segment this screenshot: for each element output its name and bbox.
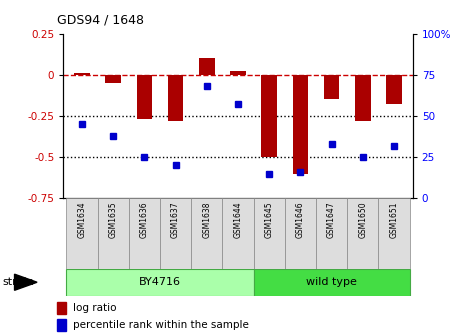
Bar bbox=[386, 75, 402, 104]
Bar bbox=[254, 198, 285, 269]
Text: strain: strain bbox=[2, 277, 34, 287]
Text: GSM1650: GSM1650 bbox=[358, 202, 367, 239]
Bar bbox=[191, 198, 222, 269]
Text: GSM1635: GSM1635 bbox=[109, 202, 118, 239]
Bar bbox=[293, 75, 308, 173]
Bar bbox=[254, 269, 409, 296]
Bar bbox=[355, 75, 371, 121]
Text: GSM1646: GSM1646 bbox=[296, 202, 305, 239]
Bar bbox=[261, 75, 277, 157]
Text: percentile rank within the sample: percentile rank within the sample bbox=[73, 320, 249, 330]
Bar bbox=[316, 198, 347, 269]
Bar bbox=[285, 198, 316, 269]
Bar bbox=[160, 198, 191, 269]
Bar bbox=[378, 198, 409, 269]
Bar bbox=[168, 75, 183, 121]
Bar bbox=[222, 198, 254, 269]
Bar bbox=[136, 75, 152, 119]
Text: log ratio: log ratio bbox=[73, 303, 117, 313]
Bar bbox=[98, 198, 129, 269]
Text: BY4716: BY4716 bbox=[139, 277, 181, 287]
Bar bbox=[67, 198, 98, 269]
Text: GSM1644: GSM1644 bbox=[234, 202, 242, 239]
Bar bbox=[324, 75, 340, 99]
Text: GSM1637: GSM1637 bbox=[171, 202, 180, 239]
Bar bbox=[57, 319, 66, 331]
Text: GSM1638: GSM1638 bbox=[202, 202, 212, 238]
Bar bbox=[67, 269, 254, 296]
Text: GSM1647: GSM1647 bbox=[327, 202, 336, 239]
Text: wild type: wild type bbox=[306, 277, 357, 287]
Bar bbox=[57, 302, 66, 314]
Text: GSM1634: GSM1634 bbox=[77, 202, 87, 239]
Text: GDS94 / 1648: GDS94 / 1648 bbox=[57, 14, 144, 27]
Bar bbox=[74, 73, 90, 75]
Polygon shape bbox=[15, 274, 37, 290]
Bar bbox=[106, 75, 121, 83]
Bar bbox=[129, 198, 160, 269]
Text: GSM1651: GSM1651 bbox=[389, 202, 399, 238]
Bar bbox=[230, 72, 246, 75]
Text: GSM1645: GSM1645 bbox=[265, 202, 274, 239]
Bar bbox=[347, 198, 378, 269]
Text: GSM1636: GSM1636 bbox=[140, 202, 149, 239]
Bar bbox=[199, 58, 215, 75]
